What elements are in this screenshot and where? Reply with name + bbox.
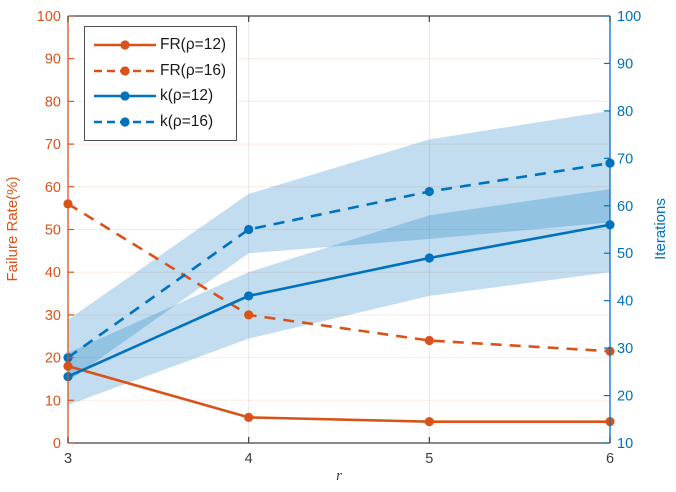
data-marker-k-12- — [424, 253, 434, 263]
legend-item-k-16-: k(ρ=16) — [93, 113, 234, 131]
legend-line-sample — [94, 91, 156, 101]
series-line-k-12- — [67, 223, 611, 378]
legend-label: FR(ρ=16) — [160, 61, 227, 79]
left-tick-label: 100 — [37, 9, 61, 25]
x-tick-label: 3 — [64, 451, 72, 467]
data-marker-FR-16- — [424, 335, 434, 346]
right-tick-label: 10 — [617, 436, 633, 452]
left-tick-label: 80 — [45, 94, 61, 110]
data-marker-FR-12- — [424, 417, 434, 427]
right-tick-label: 70 — [617, 151, 633, 167]
legend-line-sample — [94, 66, 156, 76]
left-tick-label: 50 — [45, 223, 61, 239]
left-tick-label: 40 — [45, 265, 61, 281]
right-tick-label: 40 — [617, 294, 633, 310]
data-marker-k-12- — [244, 291, 254, 301]
left-tick-label: 0 — [53, 436, 61, 452]
confidence-band-k-rho-12 — [68, 189, 610, 406]
data-marker-k-16- — [244, 224, 254, 235]
right-tick-label: 20 — [617, 389, 633, 405]
confidence-band-k-rho-16 — [68, 110, 610, 382]
left-tick-label: 60 — [45, 180, 61, 196]
series-line-k-16- — [67, 161, 611, 359]
legend-item-FR-16-: FR(ρ=16) — [93, 62, 234, 80]
left-tick-label: 20 — [45, 351, 61, 367]
legend-item-k-12-: k(ρ=12) — [93, 87, 234, 105]
left-tick-label: 10 — [45, 393, 61, 409]
left-axis-label: Failure Rate(%) — [4, 176, 21, 282]
legend-line-sample — [94, 117, 156, 127]
series-line-FR-12- — [67, 364, 610, 423]
left-tick-label: 30 — [45, 308, 61, 324]
legend-label: k(ρ=12) — [160, 87, 214, 105]
legend-marker — [120, 117, 130, 127]
right-tick-label: 30 — [617, 341, 633, 357]
legend-label: k(ρ=16) — [160, 113, 214, 131]
series-line-FR-16- — [67, 202, 611, 353]
data-marker-FR-12- — [244, 412, 254, 422]
right-tick-label: 100 — [617, 9, 641, 25]
legend-label: FR(ρ=12) — [160, 35, 227, 53]
right-tick-label: 60 — [617, 199, 633, 215]
legend-marker — [120, 66, 130, 76]
right-tick-label: 90 — [617, 56, 633, 72]
legend-line-sample — [94, 40, 156, 50]
x-tick-label: 5 — [425, 451, 433, 467]
left-tick-label: 90 — [45, 52, 61, 68]
legend-item-FR-12-: FR(ρ=12) — [93, 36, 234, 54]
legend-marker — [120, 40, 130, 50]
x-axis-label: r — [336, 468, 342, 484]
x-tick-label: 4 — [245, 451, 253, 467]
right-axis-label: Iterations — [652, 198, 669, 260]
right-tick-label: 50 — [617, 246, 633, 262]
legend-marker — [120, 91, 130, 101]
legend: FR(ρ=12) FR(ρ=16) k(ρ=12) k(ρ=16) — [84, 26, 237, 141]
data-marker-FR-16- — [244, 310, 254, 320]
data-marker-k-16- — [424, 186, 434, 197]
x-tick-label: 6 — [606, 451, 614, 467]
right-tick-label: 80 — [617, 104, 633, 120]
left-tick-label: 70 — [45, 137, 61, 153]
